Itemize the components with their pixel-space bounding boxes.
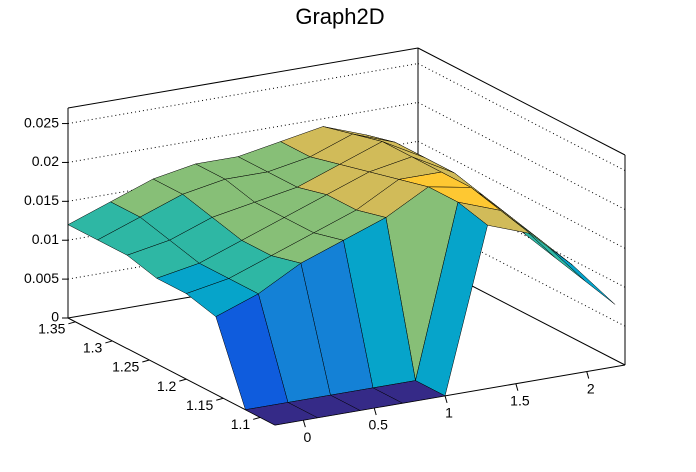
z-tick-label: 0.025 (24, 114, 59, 130)
y-tick (142, 359, 150, 363)
z-tick-label: 0 (51, 309, 59, 325)
y-tick-label: 1.1 (231, 416, 251, 432)
surface-patch (244, 402, 319, 426)
y-tick (105, 340, 113, 344)
y-tick-label: 1.25 (112, 359, 139, 375)
y-tick (216, 397, 224, 401)
chart-title: Graph2D (295, 4, 384, 29)
grid-line (417, 218, 626, 327)
y-tick-label: 1.15 (186, 397, 213, 413)
z-tick-label: 0.005 (24, 270, 59, 286)
grid-line (417, 102, 626, 210)
grid-line (417, 179, 626, 288)
x-tick (373, 407, 377, 416)
x-tick (302, 420, 306, 428)
x-tick-label: 1 (445, 405, 453, 421)
y-tick-label: 1.3 (83, 340, 103, 356)
grid-line (67, 63, 419, 125)
x-tick (444, 395, 448, 403)
grid-line (417, 140, 626, 249)
x-tick (515, 383, 519, 391)
x-tick-label: 2 (587, 380, 595, 396)
box-edge (67, 47, 419, 109)
x-tick (586, 371, 590, 379)
y-tick-label: 1.2 (157, 378, 177, 394)
x-tick-label: 0 (303, 429, 311, 445)
z-tick-label: 0.015 (24, 192, 59, 208)
y-tick (68, 321, 76, 325)
y-tick-label: 1.35 (38, 321, 65, 337)
box-edge (417, 47, 626, 156)
y-tick (253, 416, 261, 420)
z-tick-label: 0.01 (32, 231, 59, 247)
box-edge (67, 317, 276, 426)
y-tick (179, 378, 187, 382)
x-tick-label: 0.5 (368, 417, 388, 433)
x-tick-label: 1.5 (510, 392, 530, 408)
z-tick-label: 0.02 (32, 153, 59, 169)
grid-line (417, 63, 626, 171)
